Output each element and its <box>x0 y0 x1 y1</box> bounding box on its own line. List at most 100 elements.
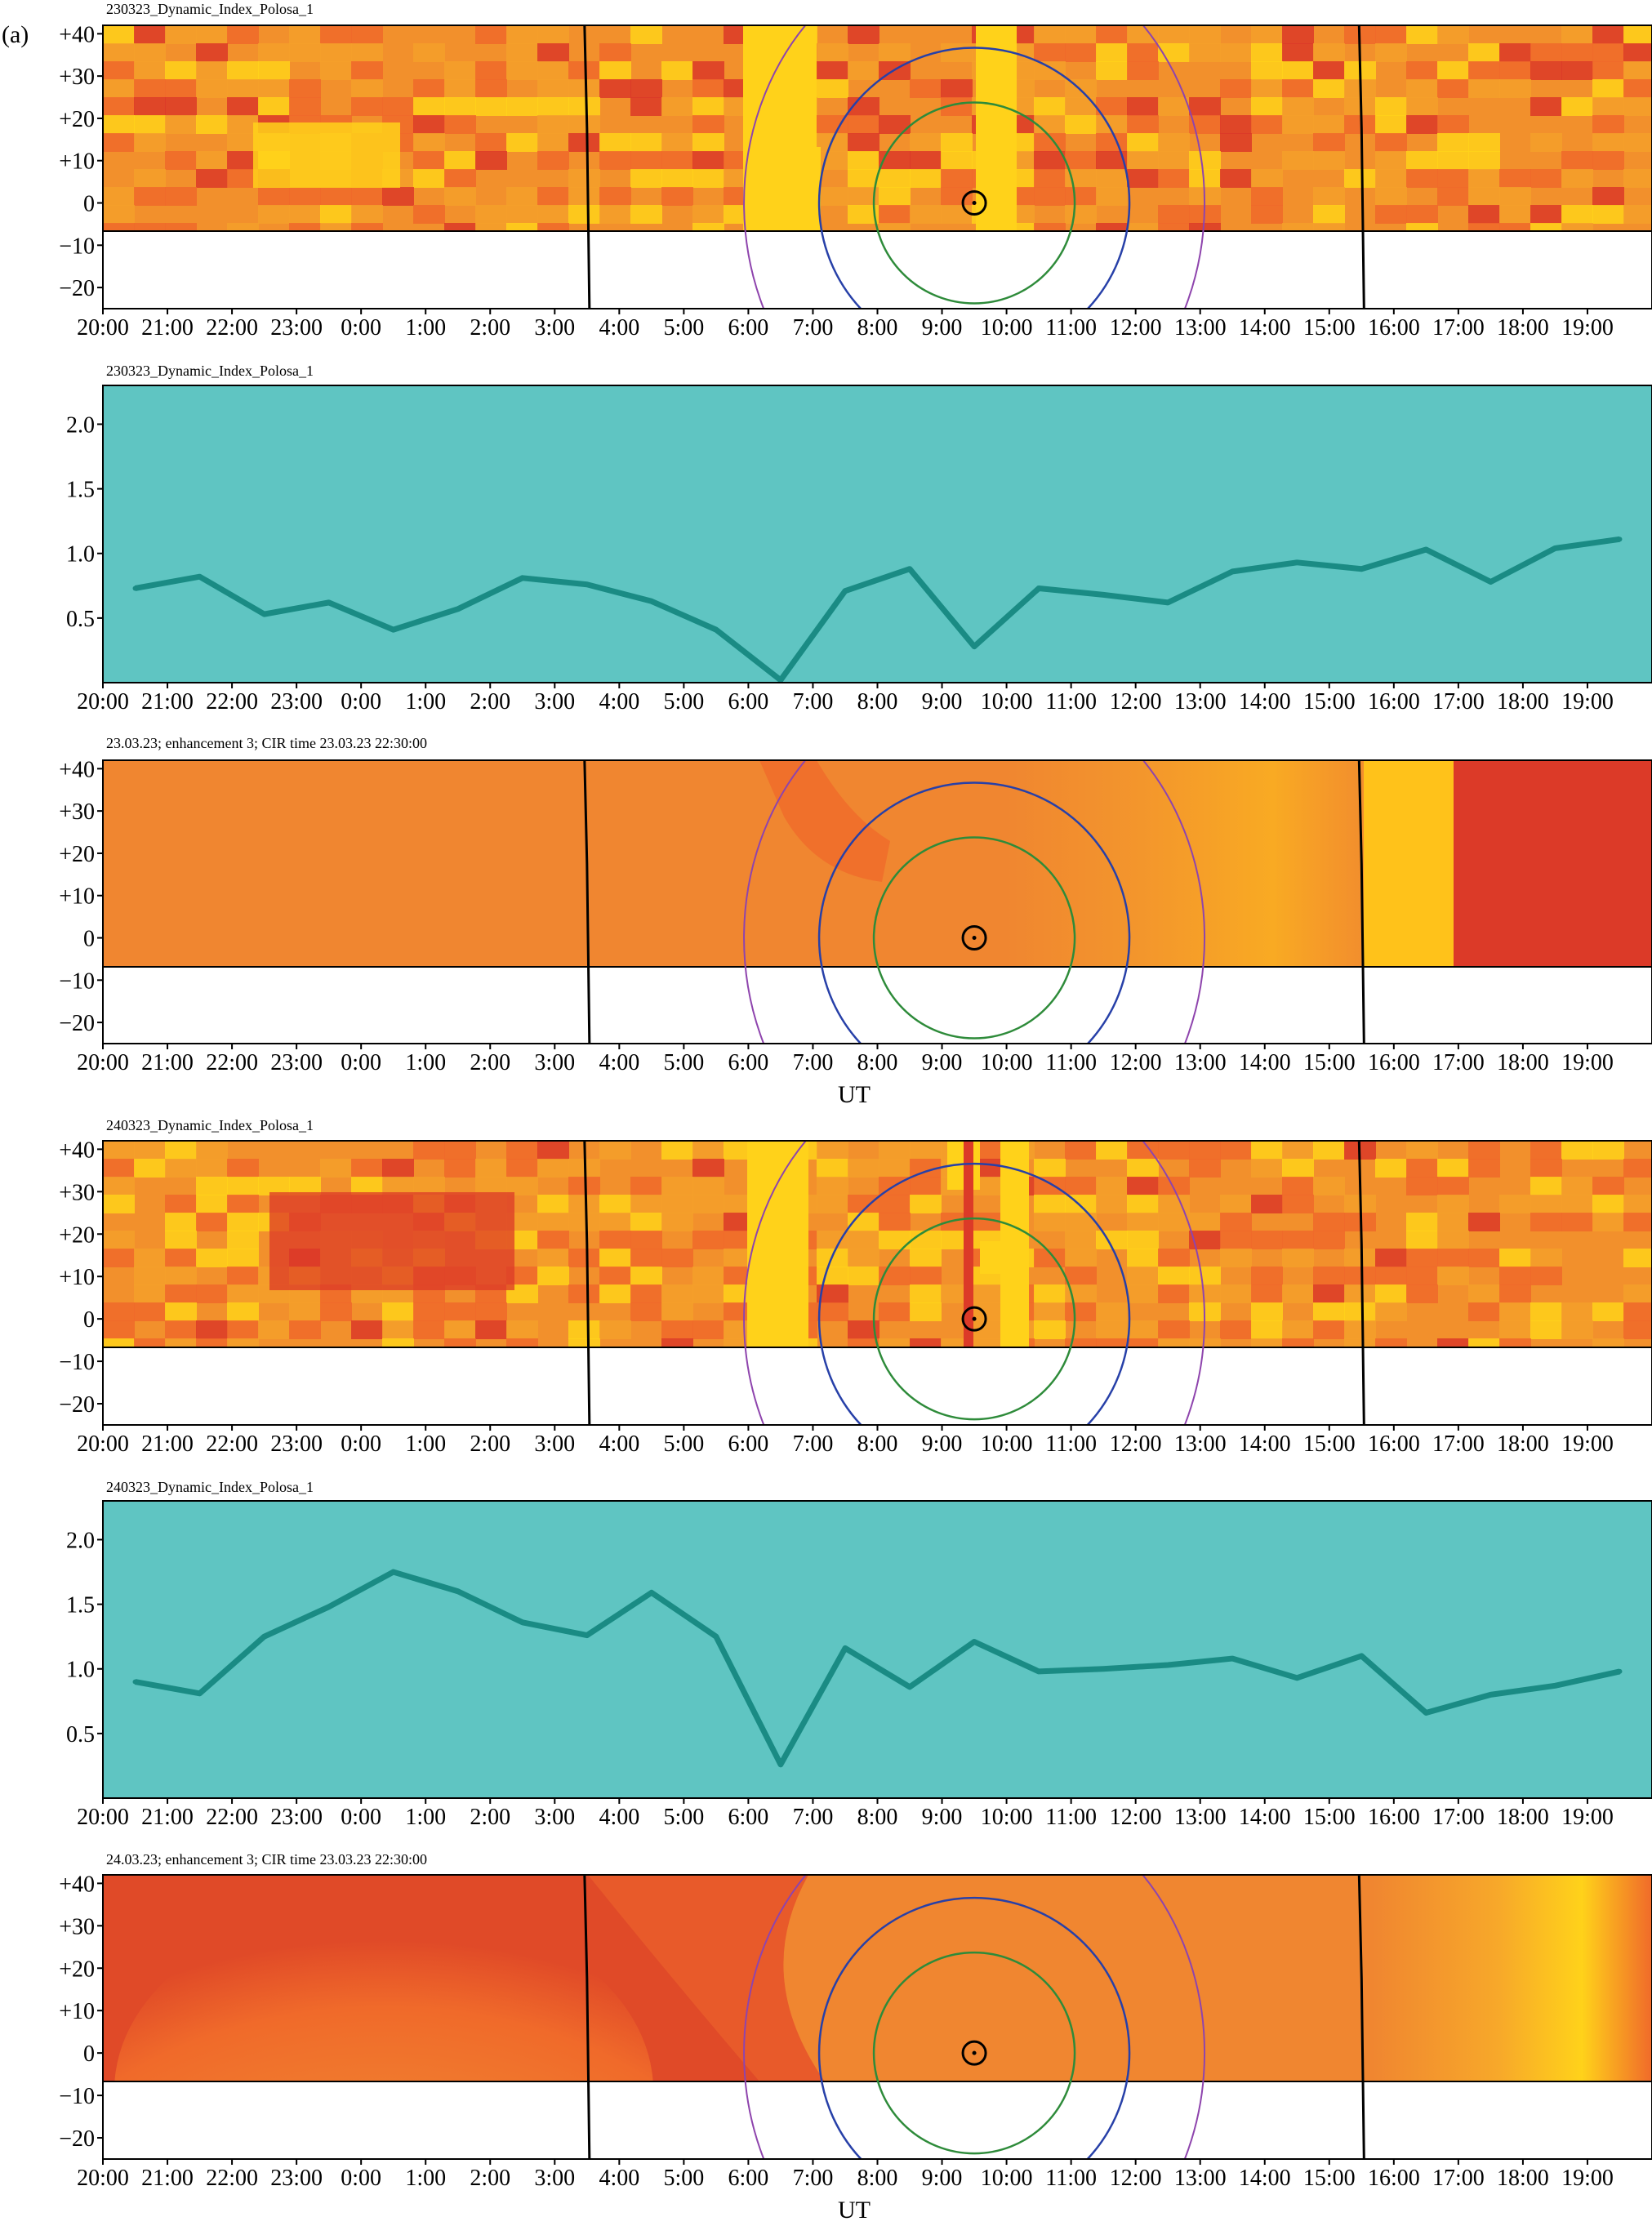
x-ticks: 20:00 21:00 22:00 23:00 0:00 1:00 2:00 3:00 4:00… <box>77 1798 1614 1830</box>
heat-cell <box>1530 1267 1562 1285</box>
heat-cell <box>134 61 166 80</box>
heat-cell <box>475 151 507 170</box>
heat-cell <box>1375 1284 1407 1303</box>
heat-cell <box>444 1159 476 1178</box>
heat-cell <box>1344 1338 1376 1347</box>
heat-cell <box>1034 151 1066 170</box>
heat-cell <box>1127 115 1159 134</box>
heat-cell <box>1499 187 1531 206</box>
heat-cell <box>910 1284 942 1303</box>
data-point <box>390 1569 396 1575</box>
heat-cell <box>1406 1284 1438 1303</box>
heat-cell <box>1499 43 1531 62</box>
heat-cell <box>537 1195 569 1213</box>
heat-cell <box>165 61 197 80</box>
heat-cell <box>1468 187 1500 206</box>
heat-cell <box>1468 79 1500 98</box>
heat-cell <box>1468 43 1500 62</box>
x-tick-label: 5:00 <box>663 2166 704 2191</box>
heat-cell <box>165 25 197 44</box>
x-tick-label: 3:00 <box>534 1050 575 1075</box>
y-tick-label: −20 <box>59 2126 95 2152</box>
heat-cell <box>196 25 228 44</box>
heat-cell <box>227 79 259 98</box>
heat-cell <box>351 25 383 44</box>
heat-cell <box>1406 25 1438 44</box>
heat-cell <box>1313 1284 1345 1303</box>
heat-cell <box>134 223 166 231</box>
heat-cell <box>196 1249 228 1267</box>
heat-cell <box>568 1195 600 1213</box>
below-data-area <box>103 967 1652 1044</box>
data-point <box>132 585 138 591</box>
heat-cell <box>1437 1267 1469 1285</box>
x-tick-label: 13:00 <box>1174 689 1227 715</box>
heat-cell <box>1065 25 1097 44</box>
heat-cell <box>1034 1159 1066 1178</box>
x-tick-label: 19:00 <box>1561 1431 1614 1457</box>
heat-cell <box>1406 97 1438 116</box>
heat-cell <box>1189 97 1221 116</box>
heat-cell <box>1375 1338 1407 1347</box>
heat-cells <box>103 25 1652 231</box>
heat-cell <box>134 1267 166 1285</box>
heat-cell <box>1592 205 1624 224</box>
data-point <box>1552 1683 1558 1689</box>
heat-cell <box>227 169 259 188</box>
heat-cell <box>537 1213 569 1231</box>
data-point <box>1552 545 1558 551</box>
heat-cell <box>848 1320 879 1339</box>
heat-cell <box>1561 97 1593 116</box>
heat-cell <box>661 97 693 116</box>
heat-cell <box>848 1195 879 1213</box>
heat-cell <box>1344 115 1376 134</box>
data-point <box>713 1634 719 1640</box>
heat-cell <box>165 1195 197 1213</box>
heat-cell <box>848 1267 879 1285</box>
heat-cell <box>1468 133 1500 152</box>
heat-cell <box>1499 79 1531 98</box>
heat-cell <box>910 151 942 170</box>
heat-cell <box>506 187 538 206</box>
overlay <box>583 1140 1365 1426</box>
y-tick-label: −10 <box>59 2084 95 2109</box>
panel-6-heatmap: 24.03.23; enhancement 3; CIR time 23.03.… <box>59 1851 1652 2224</box>
x-tick-label: 18:00 <box>1497 315 1549 341</box>
heat-cell <box>1499 205 1531 224</box>
heat-cell <box>1034 223 1066 231</box>
heat-cell <box>1561 61 1593 80</box>
heat-cell <box>258 1320 290 1339</box>
heat-cell <box>537 61 569 80</box>
heat-cell <box>817 1141 848 1160</box>
heat-cell <box>1127 151 1159 170</box>
heat-cell <box>165 1302 197 1321</box>
heat-cell <box>103 1231 135 1249</box>
heat-cell <box>289 223 321 231</box>
heat-cell <box>879 1213 911 1231</box>
x-tick-label: 5:00 <box>663 1431 704 1457</box>
heat-cell <box>320 187 352 206</box>
heat-cell <box>817 1231 848 1249</box>
heat-region <box>1364 760 1454 967</box>
x-tick-label: 10:00 <box>981 315 1033 341</box>
y-tick-label: 0 <box>83 2041 95 2067</box>
heat-cell <box>196 1284 228 1303</box>
x-ticks: 20:00 21:00 22:00 23:00 0:00 1:00 2:00 3:00 4:00… <box>77 683 1614 715</box>
y-tick-label: +10 <box>59 884 95 910</box>
heat-cell <box>196 43 228 62</box>
heat-cell <box>196 1338 228 1347</box>
heat-cell <box>692 169 724 188</box>
below-data-area <box>103 1347 1652 1425</box>
heat-cell <box>848 25 879 44</box>
x-tick-label: 10:00 <box>981 1805 1033 1830</box>
heat-cell <box>289 97 321 116</box>
x-tick-label: 2:00 <box>470 1805 510 1830</box>
x-tick-label: 5:00 <box>663 1050 704 1075</box>
data-point <box>390 627 396 633</box>
heat-cell <box>475 1302 507 1321</box>
x-tick-label: 11:00 <box>1045 2166 1097 2191</box>
heat-cell <box>1282 151 1314 170</box>
heat-cell <box>227 133 259 152</box>
heat-cell <box>879 205 911 224</box>
x-tick-label: 11:00 <box>1045 689 1097 715</box>
